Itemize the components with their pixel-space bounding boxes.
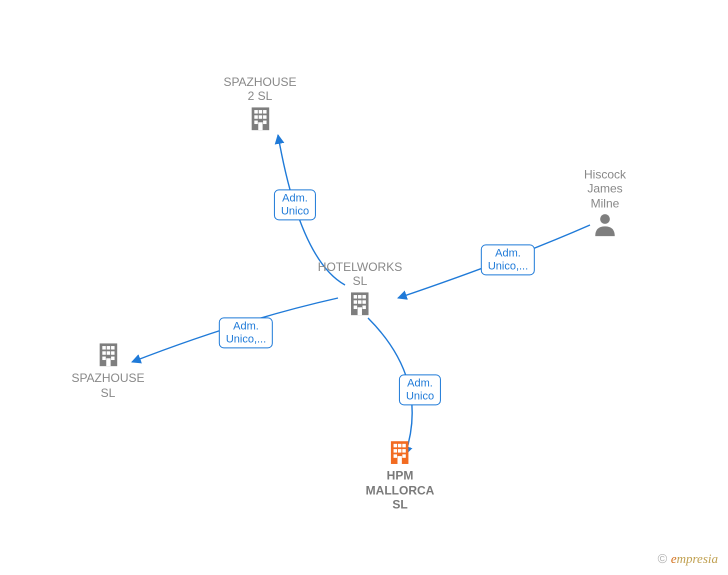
building-icon — [246, 104, 274, 132]
node-hpm[interactable]: HPMMALLORCASL — [366, 438, 435, 513]
node-label: SPAZHOUSESL — [71, 371, 144, 400]
edge-label: Adm.Unico,... — [219, 317, 273, 348]
building-icon — [94, 340, 122, 368]
node-label: SPAZHOUSE2 SL — [223, 75, 296, 104]
copyright-footer: © empresia — [658, 551, 718, 567]
building-icon — [346, 289, 374, 317]
copyright-symbol: © — [658, 551, 668, 566]
diagram-canvas: Adm.Unico Adm.Unico,... Adm.Unico,... Adm.U… — [0, 0, 728, 575]
node-label: HOTELWORKSSL — [318, 260, 402, 289]
person-icon — [592, 211, 618, 239]
node-spazhouse2[interactable]: SPAZHOUSE2 SL — [223, 75, 296, 135]
node-hotelworks[interactable]: HOTELWORKSSL — [318, 260, 402, 320]
node-label: HPMMALLORCASL — [366, 469, 435, 512]
brand-name: empresia — [671, 551, 718, 566]
node-label: HiscockJamesMilne — [584, 168, 626, 211]
edge-label: Adm.Unico,... — [481, 244, 535, 275]
edge-label: Adm.Unico — [274, 189, 316, 220]
edge-label: Adm.Unico — [399, 374, 441, 405]
building-icon — [386, 438, 414, 466]
node-hiscock[interactable]: HiscockJamesMilne — [584, 168, 626, 243]
node-spazhouse[interactable]: SPAZHOUSESL — [71, 340, 144, 400]
